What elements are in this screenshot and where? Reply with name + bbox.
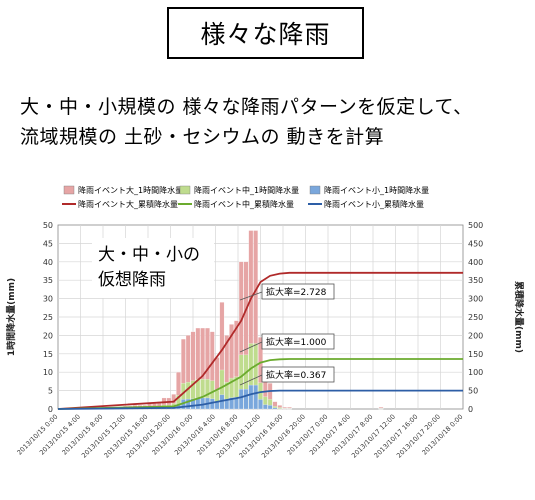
bar-small	[243, 389, 249, 410]
y-left-tick-label: 5	[48, 387, 53, 396]
x-tick-label: 2013/10/18 0:00	[420, 413, 464, 457]
ratio-text-mid: 拡大率=1.000	[266, 336, 327, 348]
y-left-tick-label: 35	[43, 276, 53, 285]
bar-small	[253, 384, 258, 410]
y-axis-right-label: 累積降水量(mm)	[513, 281, 525, 353]
cumulative-line-large	[57, 271, 463, 410]
bar-small	[190, 398, 196, 410]
annotation-line-2: 仮想降雨	[98, 270, 166, 290]
bar-small	[248, 384, 254, 410]
left-axis-ticks: 0 5 10 15 20 25 30 35 40 45 50	[43, 221, 53, 414]
y-left-tick-label: 0	[48, 405, 53, 414]
x-tick-label: 2013/10/16 8:00	[195, 413, 239, 457]
legend-label: 降雨イベント大_累積降水量	[78, 199, 178, 209]
bar-small	[258, 399, 263, 410]
ratio-label-large: 拡大率=2.728	[239, 283, 335, 301]
legend-label: 降雨イベント小_1時間降水量	[324, 185, 429, 195]
y-left-tick-label: 40	[43, 258, 53, 267]
bar-small	[263, 404, 268, 410]
x-tick-label: 2013/10/17 0:00	[285, 413, 329, 457]
legend-label: 降雨イベント大_1時間降水量	[78, 185, 183, 195]
y-left-tick-label: 45	[43, 239, 53, 248]
cumulative-line-mid	[57, 358, 463, 410]
ratio-label-mid: 拡大率=1.000	[239, 333, 335, 353]
annotation-background	[92, 238, 214, 298]
legend-label: 降雨イベント中_1時間降水量	[194, 185, 299, 195]
x-tick-label: 2013/10/15 4:00	[38, 413, 82, 457]
y-right-tick-label: 500	[468, 221, 483, 230]
cumulative-lines	[57, 271, 463, 410]
legend-swatch-bar	[63, 185, 75, 195]
x-tick-label: 2013/10/15 8:00	[60, 413, 104, 457]
y-left-tick-label: 20	[43, 331, 53, 340]
legend-label: 降雨イベント小_累積降水量	[324, 199, 424, 209]
page-title: 様々な降雨	[167, 7, 364, 59]
y-right-tick-label: 0	[468, 405, 473, 414]
y-right-tick-label: 250	[468, 313, 483, 322]
ratio-text-small: 拡大率=0.367	[266, 369, 326, 381]
y-left-tick-label: 25	[43, 313, 53, 322]
subtitle-line-1: 大・中・小規模の 様々な降雨パターンを仮定して、	[20, 96, 473, 118]
bar-small	[267, 405, 273, 410]
right-axis-ticks: 0 50 100 150 200 250 300 350 400 450 500	[468, 221, 483, 414]
y-right-tick-label: 450	[468, 239, 483, 248]
y-right-tick-label: 100	[468, 368, 483, 377]
y-left-tick-label: 30	[43, 295, 53, 304]
cumulative-line-small	[57, 389, 463, 410]
x-tick-label: 2013/10/15 0:00	[15, 413, 59, 457]
bar-small	[229, 397, 234, 410]
y-left-tick-label: 10	[43, 368, 53, 377]
x-tick-label: 2013/10/16 0:00	[150, 413, 194, 457]
y-right-tick-label: 400	[468, 258, 483, 267]
y-right-tick-label: 150	[468, 350, 483, 359]
y-right-tick-label: 300	[468, 295, 483, 304]
annotation-line-1: 大・中・小の	[98, 245, 200, 265]
x-tick-label: 2013/10/17 8:00	[330, 413, 374, 457]
x-tick-label: 2013/10/16 4:00	[173, 413, 217, 457]
y-left-tick-label: 50	[43, 221, 53, 230]
legend-swatch-bar	[179, 185, 191, 195]
x-tick-label: 2013/10/17 4:00	[308, 413, 352, 457]
bar-small	[185, 398, 191, 410]
y-left-tick-label: 15	[43, 350, 53, 359]
ratio-label-small: 拡大率=0.367	[239, 366, 335, 386]
bar-small	[238, 389, 244, 410]
y-right-tick-label: 350	[468, 276, 483, 285]
y-axis-left-label: 1時間降水量(mm)	[5, 278, 17, 356]
subtitle-line-2: 流域規模の 土砂・セシウムの 動きを計算	[20, 126, 385, 148]
bar-small	[272, 407, 278, 410]
chart-legend: 降雨イベント大_1時間降水量 降雨イベント中_1時間降水量 降雨イベント小_1時間降…	[62, 185, 429, 209]
bar-small	[214, 401, 220, 410]
ratio-text-large: 拡大率=2.728	[266, 286, 327, 298]
y-right-tick-label: 50	[468, 387, 478, 396]
legend-swatch-bar	[309, 185, 321, 195]
y-right-tick-label: 200	[468, 331, 483, 340]
legend-label: 降雨イベント中_累積降水量	[194, 199, 294, 209]
